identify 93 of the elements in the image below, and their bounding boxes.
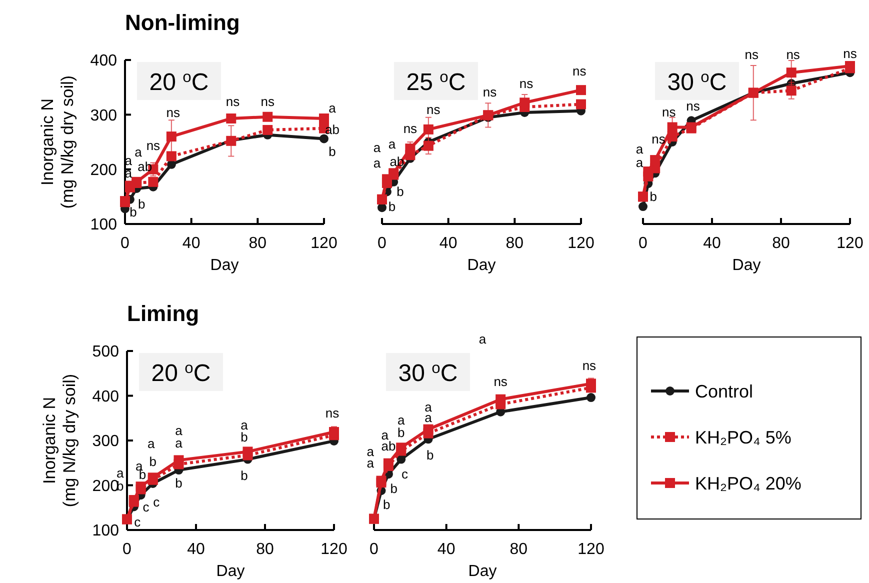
x-tick-label: 80: [248, 235, 267, 252]
annotation: ns: [226, 94, 240, 110]
annotation: a: [424, 399, 433, 414]
annotation: a: [636, 154, 644, 170]
annotation: a: [398, 412, 406, 428]
annotation: b: [130, 204, 137, 220]
annotation: ns: [403, 120, 418, 136]
annotation: ns: [744, 47, 760, 62]
annotation: c: [401, 466, 408, 482]
x-tick-label: 80: [256, 541, 274, 558]
legend-label: KH₂PO₄ 20%: [695, 473, 802, 494]
x-tick-label: 0: [120, 235, 130, 252]
annotation: a: [148, 436, 156, 452]
x-tick-label: 120: [310, 235, 338, 252]
y-axis-title: Inorganic N (mg N/kg dry soil): [40, 374, 80, 508]
x-tick-label: 40: [182, 235, 200, 252]
annotation: b: [138, 196, 146, 212]
x-tick-label: 0: [370, 541, 379, 558]
annotation: ns: [686, 98, 700, 114]
x-tick-label: 120: [836, 235, 864, 252]
annotation: b: [240, 468, 248, 483]
x-tick-label: 40: [187, 541, 205, 558]
annotation: b: [149, 454, 156, 470]
y-tick-label: 400: [90, 52, 118, 70]
y-tick-label: 300: [92, 433, 120, 450]
annotation: ns: [494, 374, 508, 389]
annotation: b: [383, 497, 390, 512]
text: a: [478, 331, 487, 346]
annotation: ns: [572, 63, 587, 78]
chart-subtitle: 30 $^{o}$C: [398, 360, 458, 387]
legend-label: KH₂PO₄ 5%: [695, 427, 792, 448]
annotation: ns: [426, 102, 441, 117]
y-tick-label: 100: [92, 522, 120, 540]
x-tick-label: 80: [506, 235, 524, 252]
x-tick-label: 80: [772, 235, 790, 252]
chart-title: Liming: [127, 301, 200, 326]
x-tick-label: 120: [568, 235, 594, 252]
annotation: b: [398, 424, 405, 440]
annotation: ns: [582, 358, 597, 373]
chart-subtitle: 25 $^{o}$C: [406, 68, 466, 96]
annotation: b: [390, 480, 398, 496]
y-axis-title: Inorganic N (mg N/kg dry soil): [38, 75, 78, 209]
annotation: b: [396, 184, 404, 199]
annotation: a: [636, 142, 644, 157]
annotation: b: [426, 447, 434, 462]
x-tick-label: 120: [320, 541, 348, 558]
x-axis-title: Day: [216, 563, 245, 580]
legend-label: Control: [695, 381, 754, 402]
x-axis-title: Day: [732, 257, 761, 274]
annotation: ns: [166, 105, 180, 120]
annotation: ns: [146, 138, 161, 153]
x-tick-label: 0: [378, 235, 387, 252]
y-tick-label: 100: [90, 216, 118, 234]
annotation: ns: [482, 84, 498, 100]
annotation: c: [134, 514, 142, 530]
y-tick-label: 400: [92, 388, 120, 406]
annotation: b: [388, 199, 396, 214]
x-tick-label: 40: [439, 235, 458, 252]
annotation: b: [650, 189, 657, 204]
y-tick-label: 500: [92, 344, 120, 361]
annotation: ns: [519, 76, 534, 92]
x-axis-title: Day: [467, 257, 496, 274]
annotation: c: [153, 494, 160, 510]
text: b: [328, 144, 336, 159]
chart-subtitle: 20 $^{o}$C: [149, 68, 209, 96]
annotation: ns: [325, 405, 340, 420]
text: a: [373, 155, 382, 170]
annotation: a: [388, 136, 396, 152]
annotation: c: [142, 499, 150, 514]
x-axis-title: Day: [468, 563, 497, 580]
chart-subtitle: 30 $^{o}$C: [667, 68, 727, 96]
annotation: a: [381, 428, 390, 443]
annotation: b: [175, 476, 182, 491]
annotation: ns: [260, 94, 275, 110]
annotation: ns: [786, 47, 800, 62]
annotation: a: [134, 144, 143, 160]
text: a: [328, 100, 337, 116]
x-axis-title: Day: [210, 257, 239, 274]
x-tick-label: 0: [122, 541, 132, 558]
x-tick-label: 120: [578, 541, 604, 558]
x-tick-label: 40: [703, 235, 721, 252]
annotation: ns: [652, 131, 666, 146]
chart-title: Non-liming: [125, 10, 240, 35]
x-tick-label: 80: [510, 541, 528, 558]
chart-subtitle: 20 $^{o}$C: [151, 360, 211, 387]
text: a: [373, 140, 382, 156]
y-tick-label: 200: [90, 162, 118, 179]
text: a: [116, 465, 124, 480]
annotation: ns: [662, 104, 676, 120]
x-tick-label: 40: [437, 541, 456, 558]
annotation: ns: [843, 46, 858, 61]
x-tick-label: 0: [638, 235, 648, 252]
y-tick-label: 300: [90, 107, 118, 124]
